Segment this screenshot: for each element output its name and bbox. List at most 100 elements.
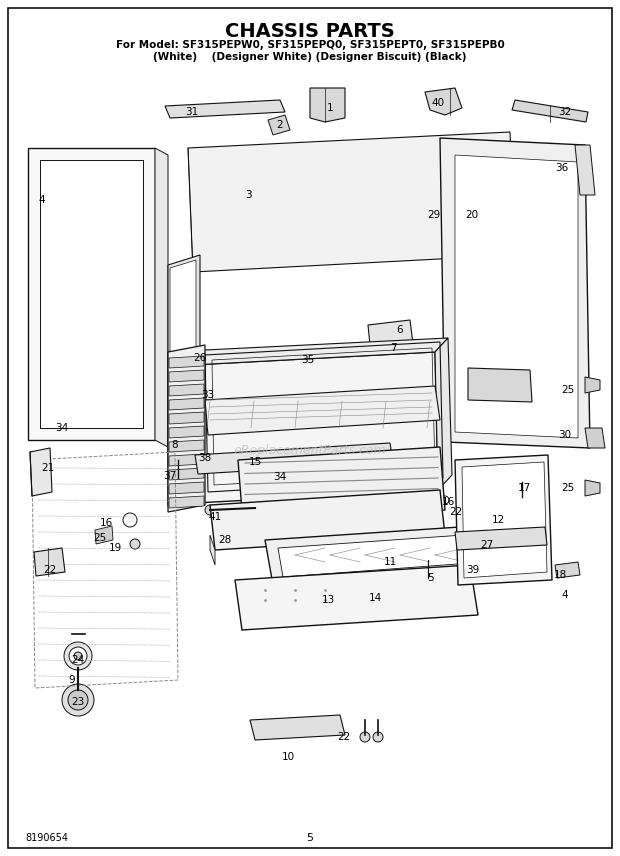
- Text: 5: 5: [427, 573, 433, 583]
- Text: 9: 9: [69, 675, 75, 685]
- Polygon shape: [169, 471, 198, 476]
- Polygon shape: [188, 132, 515, 272]
- Text: 10: 10: [281, 752, 294, 762]
- Text: 19: 19: [108, 543, 122, 553]
- Circle shape: [423, 567, 433, 577]
- Text: 26: 26: [193, 353, 206, 363]
- Polygon shape: [210, 490, 445, 550]
- Polygon shape: [468, 368, 532, 402]
- Circle shape: [202, 449, 214, 461]
- Polygon shape: [168, 345, 205, 512]
- Text: 6: 6: [397, 325, 404, 335]
- Polygon shape: [455, 527, 547, 550]
- Text: (White)    (Designer White) (Designer Biscuit) (Black): (White) (Designer White) (Designer Biscu…: [153, 52, 467, 62]
- Polygon shape: [462, 462, 547, 578]
- Circle shape: [518, 495, 526, 503]
- Polygon shape: [169, 479, 198, 484]
- Polygon shape: [40, 160, 143, 428]
- Text: 22: 22: [450, 507, 463, 517]
- Text: 35: 35: [301, 355, 314, 365]
- Text: 12: 12: [492, 515, 505, 525]
- Polygon shape: [169, 398, 204, 410]
- Text: 1: 1: [327, 103, 334, 113]
- Polygon shape: [585, 377, 600, 393]
- Polygon shape: [210, 535, 215, 565]
- Circle shape: [493, 378, 501, 386]
- Text: 33: 33: [202, 390, 215, 400]
- Polygon shape: [169, 454, 204, 466]
- Polygon shape: [435, 338, 452, 490]
- Polygon shape: [28, 148, 155, 440]
- Text: 36: 36: [556, 163, 569, 173]
- Text: 22: 22: [337, 732, 351, 742]
- Polygon shape: [155, 148, 168, 447]
- Text: 17: 17: [517, 483, 531, 493]
- Polygon shape: [34, 548, 65, 576]
- Text: 15: 15: [249, 457, 262, 467]
- Text: 5: 5: [306, 833, 314, 843]
- Polygon shape: [169, 412, 204, 424]
- Polygon shape: [169, 496, 204, 508]
- Text: 32: 32: [559, 107, 572, 117]
- Polygon shape: [440, 138, 590, 448]
- Text: 24: 24: [71, 655, 84, 665]
- Polygon shape: [455, 155, 578, 438]
- Polygon shape: [195, 443, 393, 474]
- Polygon shape: [169, 356, 204, 368]
- Text: 39: 39: [466, 565, 480, 575]
- Polygon shape: [169, 487, 198, 492]
- Text: 40: 40: [432, 98, 445, 108]
- Polygon shape: [170, 260, 196, 442]
- Polygon shape: [310, 88, 345, 122]
- Polygon shape: [169, 440, 204, 452]
- Text: 8: 8: [172, 440, 179, 450]
- Circle shape: [441, 496, 449, 504]
- Polygon shape: [192, 352, 438, 503]
- Text: 2: 2: [277, 120, 283, 130]
- Polygon shape: [169, 482, 204, 494]
- Polygon shape: [205, 386, 440, 435]
- Polygon shape: [250, 715, 345, 740]
- Polygon shape: [537, 152, 575, 175]
- Text: 7: 7: [390, 343, 396, 353]
- Circle shape: [498, 263, 542, 307]
- Polygon shape: [168, 435, 200, 506]
- Polygon shape: [30, 448, 52, 496]
- Circle shape: [473, 378, 481, 386]
- Polygon shape: [169, 426, 204, 438]
- Polygon shape: [585, 428, 605, 448]
- Text: 13: 13: [321, 595, 335, 605]
- Circle shape: [373, 732, 383, 742]
- Circle shape: [360, 732, 370, 742]
- Text: 14: 14: [368, 593, 382, 603]
- Polygon shape: [169, 468, 204, 480]
- Polygon shape: [168, 255, 200, 445]
- Text: 8190654: 8190654: [25, 833, 68, 843]
- Circle shape: [205, 505, 215, 515]
- Polygon shape: [192, 338, 448, 365]
- Circle shape: [123, 513, 137, 527]
- Polygon shape: [169, 463, 198, 468]
- Text: 11: 11: [383, 557, 397, 567]
- Text: 21: 21: [42, 463, 55, 473]
- Polygon shape: [368, 320, 415, 365]
- Text: 41: 41: [208, 512, 221, 522]
- Text: 37: 37: [164, 471, 177, 481]
- Text: 20: 20: [466, 210, 479, 220]
- Circle shape: [130, 539, 140, 549]
- Circle shape: [64, 642, 92, 670]
- Polygon shape: [169, 384, 204, 396]
- Polygon shape: [165, 100, 285, 118]
- Text: 27: 27: [480, 540, 494, 550]
- Text: 29: 29: [427, 210, 441, 220]
- Polygon shape: [555, 562, 580, 578]
- Text: 34: 34: [273, 472, 286, 482]
- Text: 4: 4: [562, 590, 569, 600]
- Circle shape: [74, 652, 82, 660]
- Circle shape: [62, 684, 94, 716]
- Text: 3: 3: [245, 190, 251, 200]
- Polygon shape: [169, 447, 198, 452]
- Text: 23: 23: [71, 697, 84, 707]
- Circle shape: [172, 466, 184, 478]
- Polygon shape: [585, 480, 600, 496]
